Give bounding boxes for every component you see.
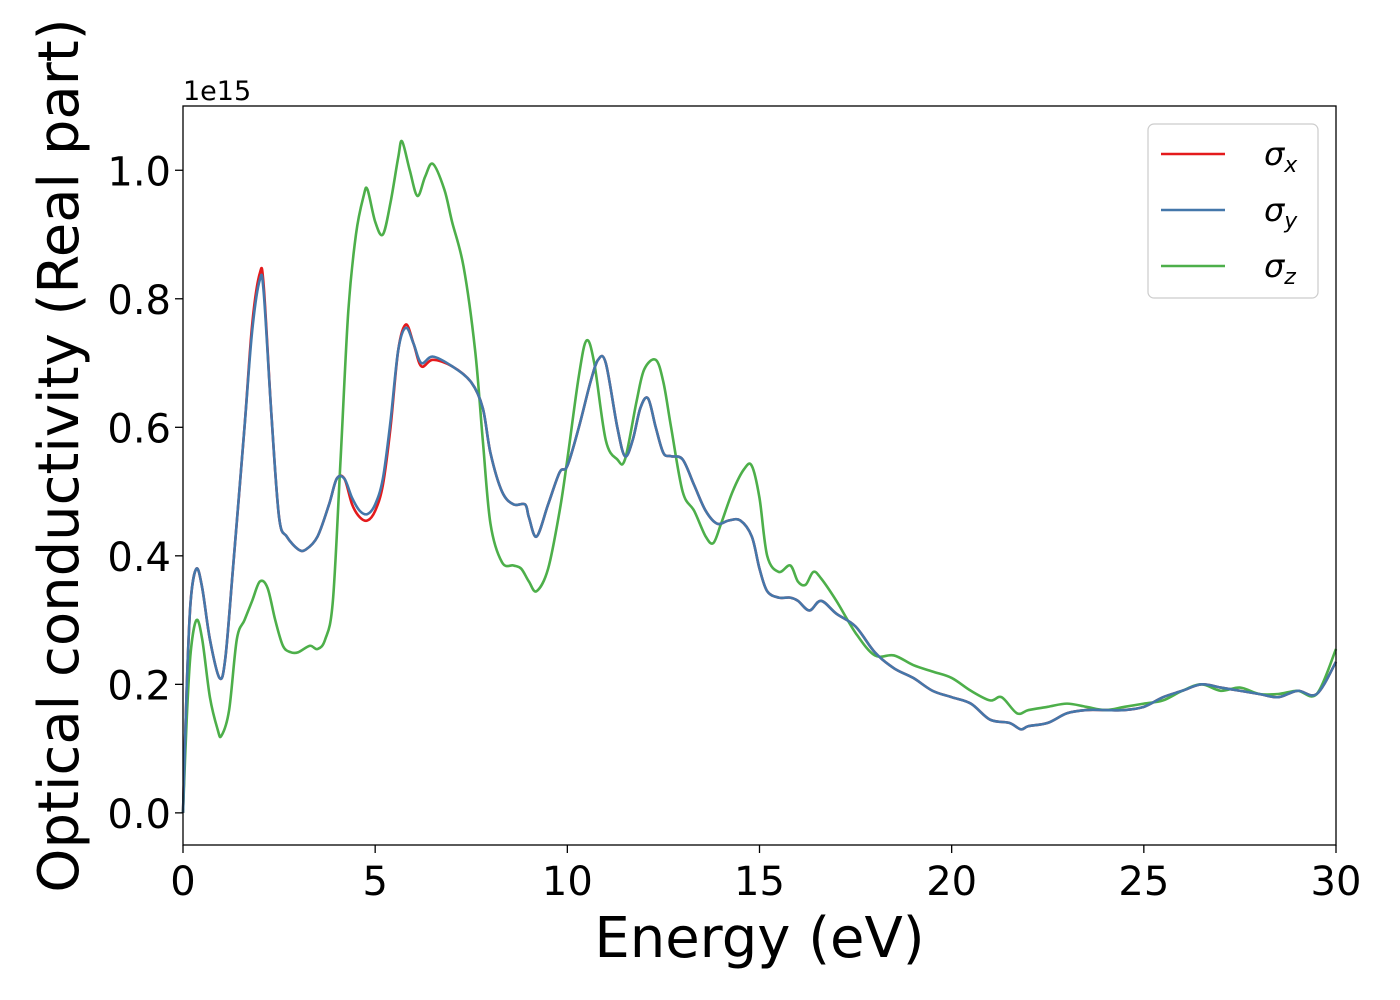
- x-tick-label: 5: [362, 859, 387, 905]
- series-line-sigma-z: [181, 139, 1338, 813]
- y-axis-title: Optical conductivity (Real part): [27, 18, 92, 892]
- legend-label-symbol: σ: [1264, 135, 1286, 173]
- legend-label-sigma-z: σz: [1264, 247, 1296, 290]
- legend-label-subscript: y: [1283, 209, 1298, 234]
- x-tick-label: 30: [1311, 859, 1362, 905]
- legend-label-subscript: z: [1283, 265, 1296, 290]
- y-tick-label: 0.0: [107, 792, 171, 838]
- y-tick-label: 0.8: [107, 278, 171, 324]
- x-tick-label: 0: [170, 859, 195, 905]
- x-tick-label: 20: [926, 859, 977, 905]
- legend-box: [1147, 123, 1319, 299]
- y-tick-label: 0.4: [107, 535, 171, 581]
- legend-label-sigma-y: σy: [1264, 191, 1298, 234]
- x-tick-label: 15: [734, 859, 785, 905]
- y-tick-label: 0.6: [107, 406, 171, 452]
- y-offset-text: 1e15: [183, 76, 251, 107]
- legend-label-symbol: σ: [1264, 191, 1286, 229]
- x-tick-label: 10: [542, 859, 593, 905]
- series-layer: [181, 139, 1338, 813]
- y-tick-label: 1.0: [107, 149, 171, 195]
- x-tick-label: 25: [1118, 859, 1169, 905]
- x-axis-ticks: 0 5 10 15 20 25 30: [170, 845, 1361, 905]
- legend-label-symbol: σ: [1264, 247, 1286, 285]
- legend-label-subscript: x: [1283, 153, 1298, 178]
- legend-label-sigma-x: σx: [1264, 135, 1298, 178]
- series-line-sigma-y: [181, 273, 1338, 813]
- y-axis-ticks: 0.0 0.2 0.4 0.6 0.8 1.0: [107, 149, 183, 838]
- x-axis-title: Energy (eV): [594, 906, 924, 971]
- y-tick-label: 0.2: [107, 663, 171, 709]
